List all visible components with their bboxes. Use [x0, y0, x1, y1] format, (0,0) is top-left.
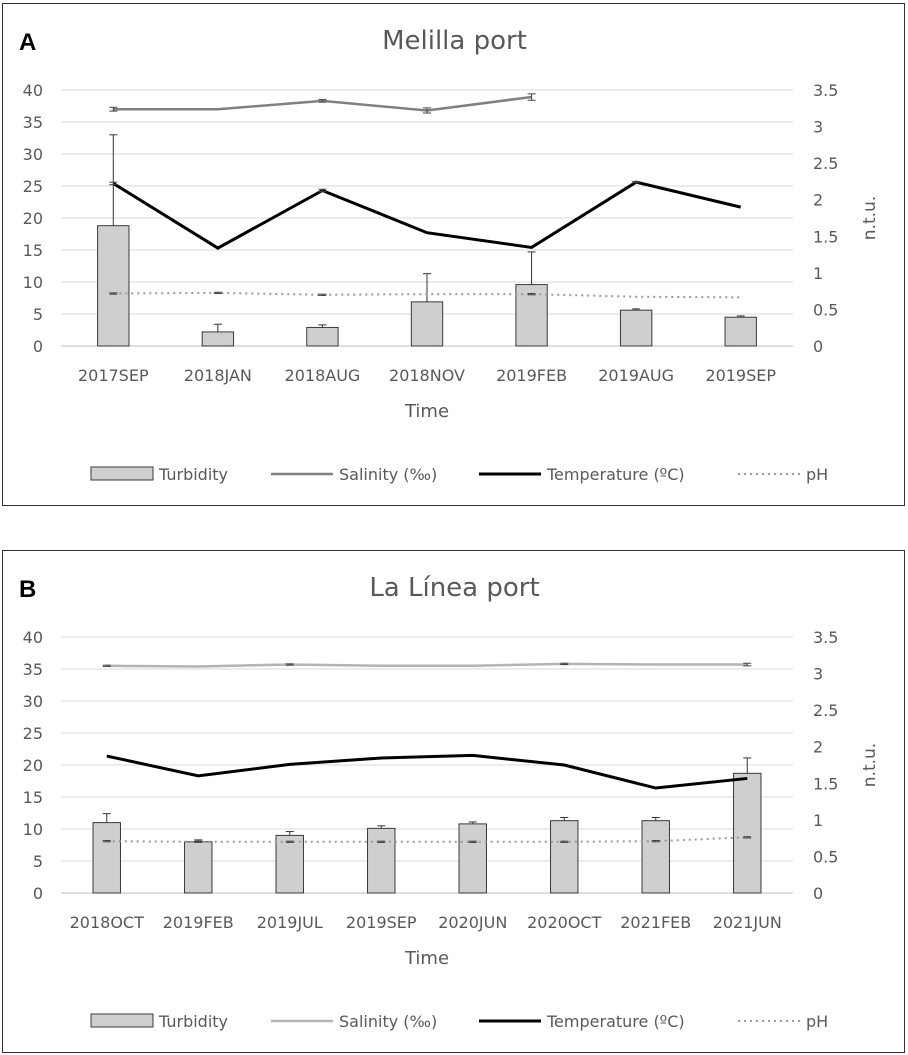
y-tick-label: 5	[33, 852, 43, 871]
x-tick-label: 2019SEP	[346, 913, 417, 932]
chart-panel-a: A Melilla port 0 5 10 15 20 25 30 35 40 0 0.5 1 1.5 2…	[2, 3, 905, 506]
legend-label: Temperature (ºC)	[546, 465, 685, 484]
salinity-line	[106, 662, 748, 668]
ph-line	[113, 291, 741, 299]
y2-tick-label: 0.5	[813, 847, 838, 866]
y-tick-label: 0	[33, 884, 43, 903]
y-tick-label: 20	[23, 209, 43, 228]
turbidity-bar	[275, 834, 304, 894]
legend-label: Temperature (ºC)	[546, 1012, 685, 1031]
y-tick-label: 35	[23, 113, 43, 132]
x-tick-label: 2018OCT	[70, 913, 144, 932]
temperature-line	[106, 753, 748, 790]
x-tick-label: 2019JUL	[257, 913, 323, 932]
y2-tick-label: 3.5	[813, 81, 838, 100]
x-tick-label: 2020OCT	[527, 913, 601, 932]
turbidity-bar	[97, 225, 130, 347]
panel-label: B	[19, 576, 37, 603]
y-tick-label: 15	[23, 241, 43, 260]
turbidity-bar	[201, 331, 235, 347]
legend-swatch	[90, 466, 154, 481]
y2-tick-label: 1.5	[813, 227, 838, 246]
turbidity-bar	[550, 820, 579, 894]
y-tick-label: 10	[23, 820, 43, 839]
x-tick-label: 2017SEP	[78, 366, 149, 385]
legend-label: Salinity (‰)	[339, 1012, 437, 1031]
y2-tick-label: 0	[813, 884, 823, 903]
y-tick-label: 25	[23, 724, 43, 743]
y2-tick-label: 1	[813, 264, 823, 283]
x-tick-label: 2019SEP	[705, 366, 776, 385]
x-tick-label: 2018NOV	[389, 366, 465, 385]
y-tick-label: 30	[23, 145, 43, 164]
y-tick-label: 20	[23, 756, 43, 775]
y-tick-label: 25	[23, 177, 43, 196]
x-tick-label: 2021FEB	[620, 913, 691, 932]
y2-tick-label: 3	[813, 665, 823, 684]
chart-title: Melilla port	[382, 26, 527, 56]
x-axis-title: Time	[404, 401, 449, 422]
y-tick-label: 40	[23, 81, 43, 100]
turbidity-bar	[306, 326, 339, 347]
y2-tick-label: 0.5	[813, 300, 838, 319]
salinity-line	[113, 95, 532, 112]
y-tick-label: 0	[33, 337, 43, 356]
chart-svg: 0 5 10 15 20 25 30 35 40 0 0.5 1 1.5 2 2.5 3 3.5 n.t.u. 20…	[23, 628, 880, 1031]
legend-label: pH	[806, 465, 828, 484]
turbidity-bar	[458, 823, 487, 894]
y2-tick-label: 1.5	[813, 774, 838, 793]
y2-tick-label: 2	[813, 191, 823, 210]
y2-tick-label: 3	[813, 118, 823, 137]
y-tick-label: 40	[23, 628, 43, 647]
legend-label: Salinity (‰)	[339, 465, 437, 484]
x-tick-label: 2019AUG	[598, 366, 674, 385]
x-tick-label: 2018AUG	[285, 366, 361, 385]
x-axis-title: Time	[404, 948, 449, 969]
legend-label: Turbidity	[158, 465, 228, 484]
turbidity-bar	[184, 841, 213, 894]
turbidity-bar	[641, 820, 670, 894]
y2-axis-label: n.t.u.	[860, 743, 880, 787]
y2-tick-label: 3.5	[813, 628, 838, 647]
chart-title: La Línea port	[369, 573, 540, 603]
y-tick-label: 15	[23, 788, 43, 807]
turbidity-bar	[410, 301, 444, 347]
x-tick-label: 2021JUN	[713, 913, 782, 932]
legend-label: pH	[806, 1012, 828, 1031]
turbidity-bar	[724, 316, 757, 347]
y-tick-label: 35	[23, 660, 43, 679]
panel-label: A	[19, 29, 37, 56]
y2-tick-label: 2	[813, 738, 823, 757]
x-tick-label: 2019FEB	[496, 366, 567, 385]
turbidity-bar	[92, 822, 121, 894]
y-tick-label: 5	[33, 305, 43, 324]
y-tick-label: 10	[23, 273, 43, 292]
turbidity-bar	[733, 772, 762, 894]
y2-tick-label: 2.5	[813, 701, 838, 720]
y2-tick-label: 0	[813, 337, 823, 356]
x-tick-label: 2019FEB	[163, 913, 234, 932]
y2-axis-label: n.t.u.	[860, 196, 880, 240]
x-tick-label: 2020JUN	[438, 913, 507, 932]
chart-panel-b: B La Línea port 0 5 10 15 20 25 30 35 40 0 0.5 1 1.5…	[2, 550, 905, 1053]
legend-swatch	[90, 1013, 154, 1028]
temperature-line	[112, 180, 742, 250]
y-tick-label: 30	[23, 692, 43, 711]
y2-tick-label: 1	[813, 811, 823, 830]
x-tick-label: 2018JAN	[184, 366, 252, 385]
legend-label: Turbidity	[158, 1012, 228, 1031]
turbidity-bar	[367, 827, 396, 894]
chart-svg: 0 5 10 15 20 25 30 35 40 0 0.5 1 1.5 2 2.5 3 3.5 n.t.u. 20…	[23, 81, 880, 484]
turbidity-bar	[619, 309, 653, 347]
y2-tick-label: 2.5	[813, 154, 838, 173]
